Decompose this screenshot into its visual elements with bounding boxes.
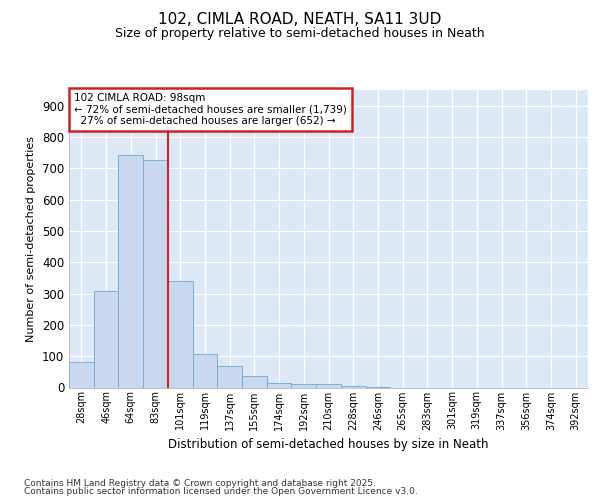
Bar — [94, 292, 118, 388]
Bar — [316, 384, 341, 388]
Text: 102, CIMLA ROAD, NEATH, SA11 3UD: 102, CIMLA ROAD, NEATH, SA11 3UD — [158, 12, 442, 28]
Bar — [168, 281, 193, 388]
Bar — [292, 384, 316, 388]
Text: 102 CIMLA ROAD: 98sqm
← 72% of semi-detached houses are smaller (1,739)
  27% of: 102 CIMLA ROAD: 98sqm ← 72% of semi-deta… — [74, 93, 347, 126]
Y-axis label: Number of semi-detached properties: Number of semi-detached properties — [26, 136, 37, 342]
Bar — [193, 354, 217, 388]
Bar — [365, 387, 390, 388]
Bar — [118, 155, 143, 388]
Bar — [69, 362, 94, 388]
X-axis label: Distribution of semi-detached houses by size in Neath: Distribution of semi-detached houses by … — [168, 438, 489, 451]
Bar — [143, 160, 168, 388]
Bar — [267, 383, 292, 388]
Bar — [242, 376, 267, 388]
Text: Contains public sector information licensed under the Open Government Licence v3: Contains public sector information licen… — [24, 487, 418, 496]
Text: Contains HM Land Registry data © Crown copyright and database right 2025.: Contains HM Land Registry data © Crown c… — [24, 478, 376, 488]
Bar — [217, 366, 242, 388]
Text: Size of property relative to semi-detached houses in Neath: Size of property relative to semi-detach… — [115, 28, 485, 40]
Bar — [341, 386, 365, 388]
